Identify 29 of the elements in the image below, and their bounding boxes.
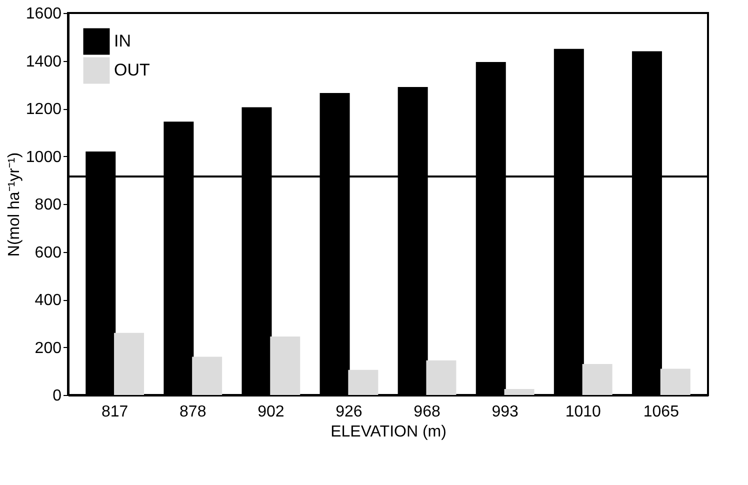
- y-tick-label: 1600: [26, 6, 62, 22]
- x-tick-label: 878: [180, 404, 206, 420]
- x-tick-label: 817: [101, 404, 128, 420]
- y-tick-label: 200: [34, 340, 62, 357]
- y-tick-label: 400: [34, 292, 62, 309]
- y-tick-label: 1000: [26, 148, 62, 166]
- bar: [348, 370, 378, 395]
- bar: [114, 332, 144, 395]
- y-tick-label: 600: [34, 244, 62, 262]
- x-tick-label: 902: [258, 404, 284, 420]
- legend-label: OUT: [114, 60, 150, 80]
- y-tick-label: 0: [52, 388, 62, 404]
- x-tick-label: 1065: [643, 404, 680, 420]
- bar: [582, 364, 612, 395]
- y-tick-label: 800: [34, 196, 62, 214]
- bar: [192, 356, 222, 395]
- x-tick-label: 926: [336, 404, 362, 420]
- y-tick-label: 1200: [26, 101, 62, 118]
- bar: [270, 336, 300, 395]
- bar: [660, 368, 690, 395]
- x-tick-label: 993: [492, 404, 519, 420]
- y-axis-title: N(mol ha⁻¹yr⁻¹): [6, 152, 23, 257]
- bar: [426, 360, 456, 395]
- legend-label: IN: [114, 32, 131, 50]
- bar: [504, 389, 534, 395]
- x-axis-title: ELEVATION (m): [330, 424, 446, 440]
- x-tick-label: 968: [414, 404, 440, 420]
- y-tick-label: 1400: [26, 53, 62, 70]
- x-tick-label: 1010: [565, 404, 602, 420]
